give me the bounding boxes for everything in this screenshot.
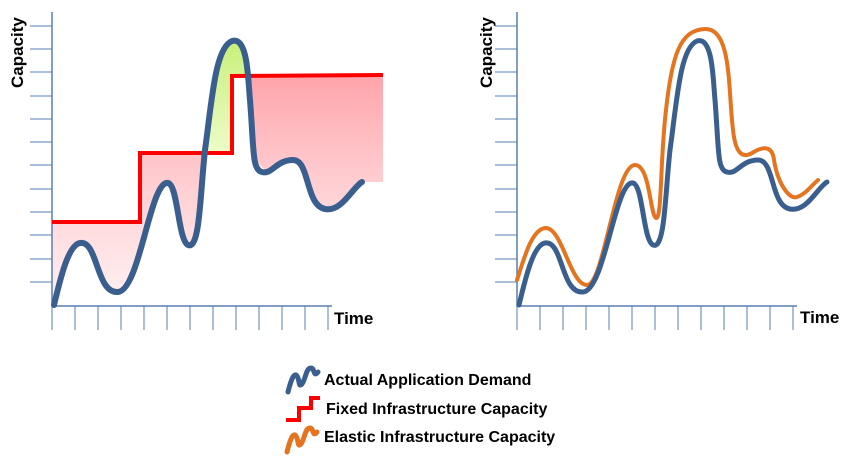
left-demand-line bbox=[51, 37, 365, 308]
right-x-ticks bbox=[516, 306, 794, 330]
right-x-label: Time bbox=[800, 308, 839, 327]
legend-label-demand: Actual Application Demand bbox=[324, 372, 531, 389]
right-y-label: Capacity bbox=[477, 17, 496, 88]
legend-item-demand: Actual Application Demand bbox=[285, 365, 531, 395]
left-chart: Capacity Time bbox=[8, 12, 384, 330]
step-icon bbox=[286, 396, 320, 422]
legend-label-elastic: Elastic Infrastructure Capacity bbox=[324, 429, 555, 446]
fixed-capacity-line bbox=[52, 73, 384, 224]
left-x-ticks bbox=[51, 306, 329, 330]
legend-label-fixed: Fixed Infrastructure Capacity bbox=[326, 401, 548, 418]
left-y-label: Capacity bbox=[8, 17, 27, 88]
left-y-ticks bbox=[30, 25, 52, 283]
wave-icon bbox=[284, 425, 320, 455]
under-provision-area bbox=[207, 40, 248, 153]
left-x-label: Time bbox=[334, 309, 373, 328]
right-y-ticks bbox=[495, 25, 517, 283]
right-demand-line bbox=[516, 38, 830, 308]
right-chart: Capacity Time bbox=[477, 12, 839, 330]
legend: Actual Application Demand Fixed Infrastr… bbox=[284, 365, 555, 455]
legend-item-elastic: Elastic Infrastructure Capacity bbox=[284, 425, 555, 455]
legend-item-fixed: Fixed Infrastructure Capacity bbox=[286, 396, 548, 422]
elastic-capacity-line bbox=[515, 26, 820, 288]
wave-icon bbox=[285, 365, 321, 395]
over-provision-area bbox=[52, 76, 383, 305]
